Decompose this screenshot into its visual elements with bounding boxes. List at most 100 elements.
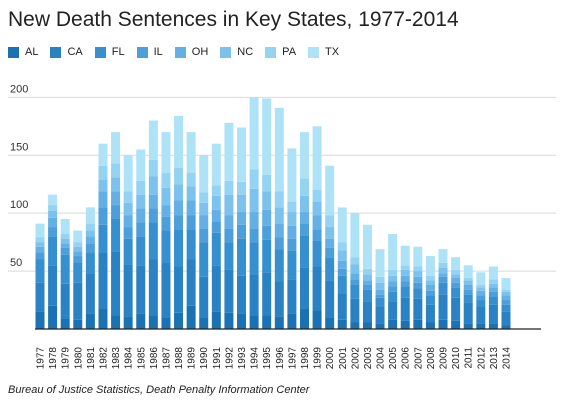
legend-item-fl: FL — [94, 46, 125, 58]
x-tick-label: 2004 — [376, 347, 387, 370]
bar-segment-ca — [98, 252, 108, 309]
bar-segment-pa — [362, 268, 372, 275]
bar-segment-pa — [501, 289, 511, 292]
bar-segment-oh — [85, 236, 95, 244]
legend-item-ca: CA — [50, 46, 83, 58]
legend-label: CA — [67, 46, 83, 58]
bar-segment-tx — [501, 278, 511, 290]
bar-segment-al — [488, 323, 498, 329]
legend-item-pa: PA — [265, 46, 296, 58]
bar-segment-nc — [451, 274, 461, 279]
bar-segment-il — [274, 237, 284, 250]
legend-label: IL — [153, 46, 163, 58]
bar-segment-ca — [35, 282, 45, 312]
legend-swatch — [220, 46, 232, 58]
bar-segment-il — [161, 216, 171, 231]
bar-segment-il — [60, 247, 70, 255]
bar-segment-il — [148, 208, 158, 223]
bar-segment-il — [35, 252, 45, 260]
x-tick-label: 2006 — [401, 347, 412, 370]
bar-segment-nc — [224, 194, 234, 216]
x-tick-label: 1997 — [287, 347, 298, 370]
bar-segment-tx — [224, 122, 234, 181]
bar-segment-fl — [98, 224, 108, 253]
x-tick-label: 1989 — [187, 347, 198, 370]
bar-segment-oh — [451, 278, 461, 283]
bar-segment-il — [337, 268, 347, 276]
bar-segment-ca — [262, 272, 272, 316]
bar-segment-tx — [48, 194, 58, 206]
x-tick-label: 1992 — [224, 347, 235, 370]
bar-segment-al — [325, 317, 335, 329]
bar-segment-nc — [111, 177, 121, 192]
bar-segment-nc — [325, 227, 335, 239]
bar-segment-pa — [262, 174, 272, 192]
bar-segment-fl — [111, 218, 121, 252]
bar-segment-fl — [362, 289, 372, 302]
bar-segment-ca — [237, 275, 247, 314]
bar-segment-fl — [186, 229, 196, 260]
bar-segment-nc — [211, 195, 221, 210]
x-tick-label: 1996 — [275, 347, 286, 370]
bar-segment-ca — [463, 302, 473, 324]
bar-segment-al — [476, 323, 486, 329]
bar-segment-fl — [299, 235, 309, 268]
bar-segment-nc — [501, 291, 511, 296]
bar-segment-fl — [501, 304, 511, 312]
bar-segment-al — [262, 315, 272, 329]
bar-segment-fl — [312, 240, 322, 267]
bar-segment-tx — [274, 107, 284, 192]
x-tick-label: 1981 — [86, 347, 97, 370]
bar-segment-pa — [211, 185, 221, 196]
legend-item-tx: TX — [308, 46, 339, 58]
bar-segment-ca — [60, 283, 70, 319]
bar-segment-pa — [337, 242, 347, 251]
bar-segment-fl — [274, 249, 284, 282]
x-tick-label: 1978 — [48, 347, 59, 370]
bar-segment-al — [136, 313, 146, 329]
bar-segment-tx — [375, 249, 385, 277]
bar-segment-ca — [148, 259, 158, 316]
bar-segment-al — [463, 323, 473, 329]
bar-segment-pa — [312, 190, 322, 202]
legend-item-al: AL — [8, 46, 38, 58]
x-tick-label: 1988 — [174, 347, 185, 370]
bar-segment-al — [35, 311, 45, 329]
bar-segment-ca — [501, 311, 511, 326]
bar-segment-nc — [186, 186, 196, 201]
bar-segment-pa — [413, 266, 423, 272]
bar-segment-oh — [123, 215, 133, 228]
bar-segment-tx — [413, 246, 423, 267]
bar-segment-pa — [224, 180, 234, 195]
x-tick-label: 1982 — [98, 347, 109, 370]
bar-segment-ca — [362, 301, 372, 323]
bar-segment-nc — [148, 176, 158, 195]
bar-segment-tx — [73, 230, 83, 243]
bar-segment-al — [148, 315, 158, 329]
bar-segment-ca — [274, 281, 284, 317]
bar-segment-pa — [186, 172, 196, 187]
bar-segment-fl — [476, 300, 486, 307]
bar-segment-tx — [60, 218, 70, 235]
x-tick-label: 1994 — [250, 347, 261, 370]
bar-segment-ca — [199, 276, 209, 318]
legend: AL CA FL IL OH NC PA TX — [8, 44, 351, 60]
bar-segment-al — [123, 316, 133, 329]
bar-segment-pa — [299, 178, 309, 196]
x-tick-label: 2000 — [325, 347, 336, 370]
bar-segment-al — [451, 320, 461, 329]
bar-segment-ca — [451, 297, 461, 321]
bar-segment-oh — [186, 200, 196, 216]
bar-segment-ca — [85, 273, 95, 314]
bar-segment-ca — [350, 298, 360, 323]
x-tick-label: 2014 — [502, 347, 513, 370]
bar-segment-fl — [123, 238, 133, 265]
bar-segment-al — [48, 305, 58, 329]
bar-segment-il — [362, 284, 372, 290]
bar-segment-il — [262, 225, 272, 240]
bar-segment-nc — [388, 275, 398, 282]
bar-segment-tx — [174, 115, 184, 169]
bar-segment-fl — [136, 236, 146, 266]
bar-segment-oh — [98, 191, 108, 208]
bar-segment-fl — [375, 297, 385, 307]
